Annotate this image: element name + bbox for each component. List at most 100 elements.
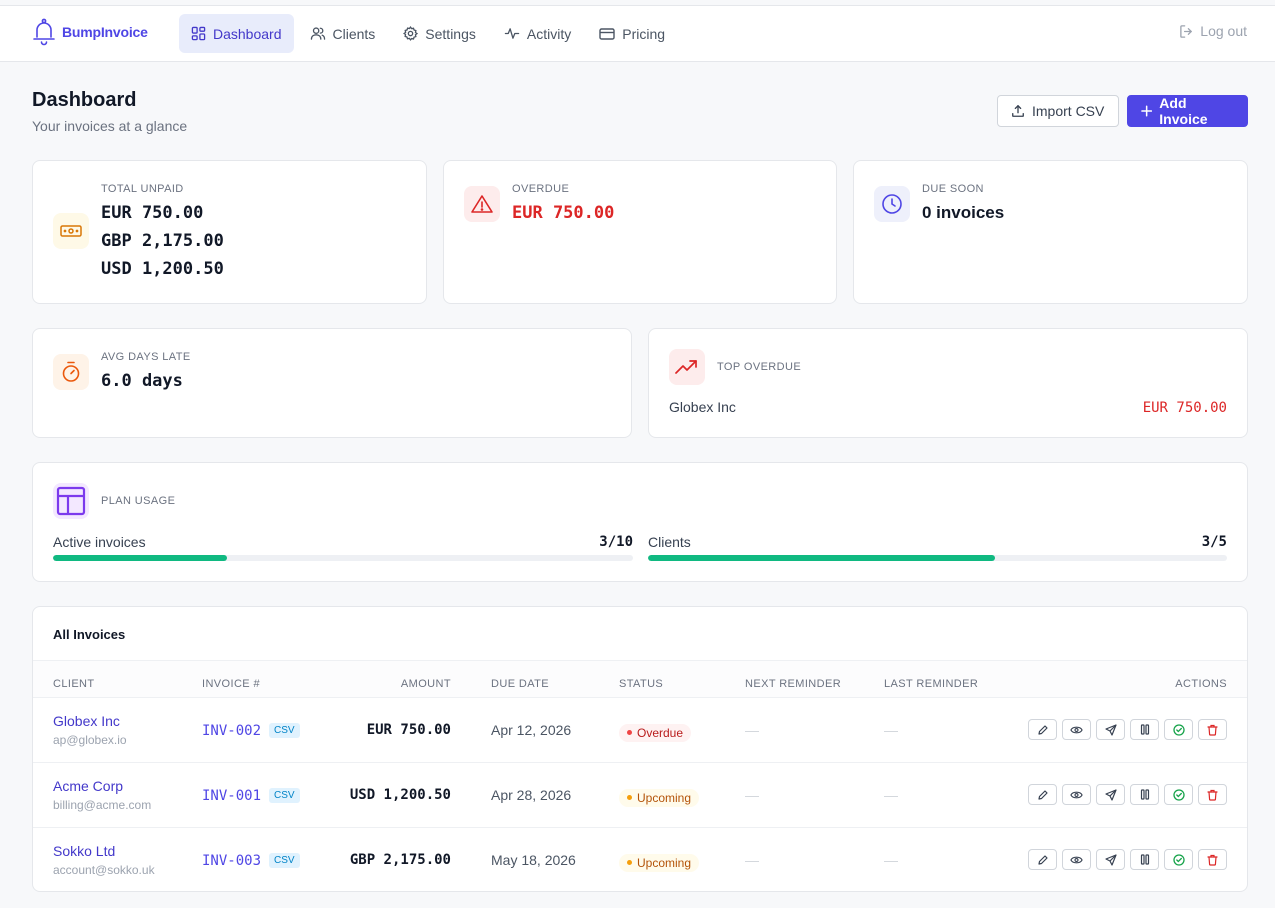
edit-button[interactable] [1028,719,1057,740]
row-actions [1028,719,1227,740]
page-title: Dashboard [32,89,137,111]
send-reminder-button[interactable] [1096,719,1125,740]
check-circle-icon [1172,723,1185,736]
nav-dashboard-label: Dashboard [213,25,282,42]
timer-icon [62,361,80,382]
nav-pricing[interactable]: Pricing [587,14,677,53]
csv-tag: CSV [269,723,300,739]
row-actions [1028,784,1227,805]
delete-button[interactable] [1198,849,1227,870]
brand-logo[interactable]: BumpInvoice [32,18,148,46]
invoice-amount: USD 1,200.50 [349,787,451,803]
status-badge: Upcoming [619,788,700,807]
clients-usage-progress [648,555,1227,561]
plan-usage-card: PLAN USAGE Active invoices 3/10 Clients … [32,462,1248,582]
col-due-date: DUE DATE [491,678,550,690]
pause-button[interactable] [1130,784,1159,805]
last-reminder: — [884,787,898,803]
delete-button[interactable] [1198,719,1227,740]
nav-activity-label: Activity [526,25,572,42]
check-circle-icon [1172,853,1185,866]
pause-button[interactable] [1130,849,1159,870]
invoice-number-link[interactable]: INV-001 [202,788,262,804]
edit-button[interactable] [1028,849,1057,870]
active-invoices-value: 3/10 [599,534,633,550]
mark-paid-button[interactable] [1164,719,1193,740]
invoice-amount: GBP 2,175.00 [349,852,451,868]
activity-icon [504,28,520,39]
nav-pricing-label: Pricing [622,25,666,42]
due-soon-icon-box [874,186,910,222]
invoice-number-link[interactable]: INV-003 [202,853,262,869]
invoice-due-date: May 18, 2026 [491,852,576,868]
mark-paid-button[interactable] [1164,784,1193,805]
client-name-link[interactable]: Globex Inc [53,713,120,729]
eye-icon [1070,856,1083,863]
check-circle-icon [1172,788,1185,801]
logout-button[interactable]: Log out [1179,23,1247,39]
clients-usage-value: 3/5 [1201,534,1227,550]
clients-usage-progress-fill [648,555,996,561]
csv-tag: CSV [269,853,300,869]
col-last-reminder: LAST REMINDER [884,678,979,690]
clock-icon [882,194,902,214]
avg-days-late-label: AVG DAYS LATE [101,351,191,363]
edit-button[interactable] [1028,784,1057,805]
status-badge: Upcoming [619,853,700,872]
view-button[interactable] [1062,849,1091,870]
client-name-link[interactable]: Acme Corp [53,778,124,794]
invoices-table-card: All Invoices CLIENT INVOICE # AMOUNT DUE… [32,606,1248,892]
nav-settings[interactable]: Settings [391,14,488,53]
send-reminder-button[interactable] [1096,849,1125,870]
table-row: Sokko Ltd account@sokko.uk INV-003 CSV GB… [33,827,1247,891]
nav-clients[interactable]: Clients [298,14,388,53]
last-reminder: — [884,722,898,738]
import-csv-button[interactable]: Import CSV [997,95,1119,127]
status-dot [627,795,632,800]
gear-icon [403,26,419,41]
last-reminder: — [884,852,898,868]
nav-activity[interactable]: Activity [492,14,583,53]
client-email: account@sokko.uk [53,863,155,877]
pause-icon [1140,724,1149,735]
layout-icon [56,486,86,516]
add-invoice-button[interactable]: Add Invoice [1127,95,1248,127]
plus-icon [1141,105,1153,117]
nav-dashboard[interactable]: Dashboard [179,14,294,53]
col-status: STATUS [619,678,664,690]
overdue-label: OVERDUE [512,183,570,195]
status-label: Upcoming [637,790,692,805]
client-name-link[interactable]: Sokko Ltd [53,843,116,859]
due-soon-value: 0 invoices [922,203,1005,222]
next-reminder: — [745,852,759,868]
invoice-due-date: Apr 28, 2026 [491,787,572,803]
send-icon [1104,723,1117,736]
trash-icon [1207,789,1218,801]
import-csv-label: Import CSV [1032,103,1105,119]
view-button[interactable] [1062,719,1091,740]
invoice-number-link[interactable]: INV-002 [202,723,262,739]
invoice-due-date: Apr 12, 2026 [491,722,572,738]
warning-icon [471,195,493,213]
next-reminder: — [745,787,759,803]
pencil-icon [1037,854,1048,865]
trend-up-icon [675,360,697,374]
brand-name: BumpInvoice [62,24,148,40]
top-navbar: BumpInvoice Dashboard Clients Settings A… [0,5,1275,62]
total-unpaid-eur: EUR 750.00 [101,203,204,223]
delete-button[interactable] [1198,784,1227,805]
status-label: Overdue [637,725,684,740]
mark-paid-button[interactable] [1164,849,1193,870]
avg-days-late-card: AVG DAYS LATE 6.0 days [32,328,632,438]
eye-icon [1070,726,1083,733]
due-soon-card: DUE SOON 0 invoices [853,160,1248,304]
top-overdue-client: Globex Inc [669,399,736,415]
users-icon [310,27,325,40]
nav-clients-label: Clients [332,25,376,42]
top-overdue-amount: EUR 750.00 [1142,400,1227,416]
client-email: ap@globex.io [53,733,127,747]
avg-days-late-value: 6.0 days [101,371,183,391]
view-button[interactable] [1062,784,1091,805]
pause-button[interactable] [1130,719,1159,740]
send-reminder-button[interactable] [1096,784,1125,805]
